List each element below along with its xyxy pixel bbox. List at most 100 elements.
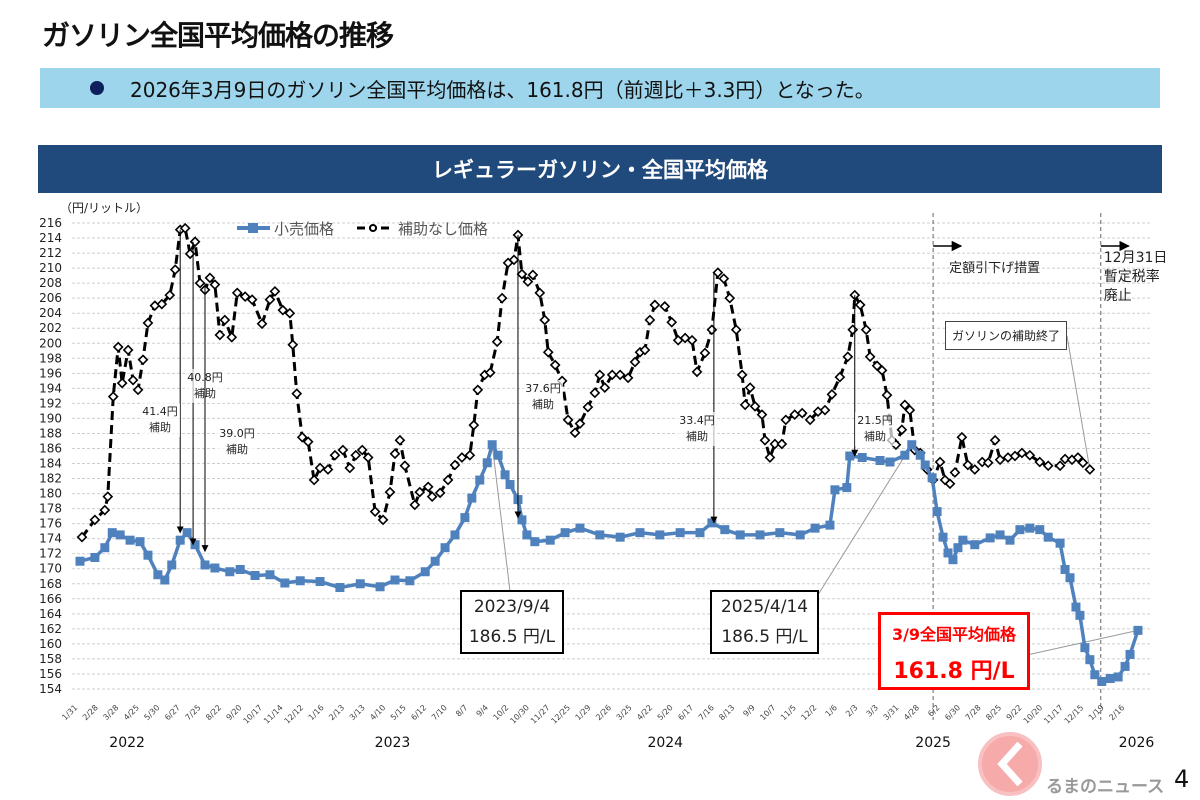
unsubsidized-point bbox=[291, 388, 303, 399]
unsubsidized-point bbox=[1016, 447, 1028, 459]
unsubsidized-point bbox=[522, 276, 534, 287]
unsubsidized-point bbox=[982, 457, 994, 469]
retail-point bbox=[755, 530, 765, 540]
unsubsidized-point bbox=[686, 334, 698, 346]
unsubsidized-point bbox=[842, 351, 854, 363]
unsubsidized-point bbox=[472, 384, 484, 396]
retail-point bbox=[1043, 532, 1053, 542]
unsubsidized-point bbox=[409, 499, 421, 511]
unsubsidized-point bbox=[956, 431, 968, 443]
unsubsidized-point bbox=[314, 462, 326, 474]
unsubsidized-point bbox=[219, 314, 231, 326]
unsubsidized-point bbox=[574, 418, 586, 430]
unsubsidized-point bbox=[527, 269, 539, 281]
x-tick-label: 3/25 bbox=[615, 703, 634, 722]
x-tick-label: 11/5 bbox=[779, 703, 798, 722]
retail-point bbox=[845, 451, 855, 461]
x-tick-label: 4/10 bbox=[368, 703, 387, 722]
y-tick-label: 200 bbox=[39, 336, 62, 350]
x-tick-label: 5/20 bbox=[656, 703, 675, 722]
unsubsidized-point bbox=[99, 504, 111, 516]
retail-point bbox=[1125, 649, 1135, 659]
retail-point bbox=[615, 532, 625, 542]
y-tick-label: 174 bbox=[39, 532, 62, 546]
retail-point bbox=[938, 532, 948, 542]
unsubsidized-point bbox=[362, 452, 374, 463]
legend-retail-label: 小売価格 bbox=[274, 220, 334, 238]
unsubsidized-point bbox=[769, 438, 781, 450]
retail-point bbox=[295, 576, 305, 586]
period-label: 廃止 bbox=[1104, 287, 1132, 304]
x-tick-label: 7/16 bbox=[697, 703, 716, 722]
y-tick-label: 212 bbox=[39, 246, 62, 260]
unsubsidized-point bbox=[491, 336, 503, 348]
legend-retail-marker bbox=[248, 223, 258, 233]
x-tick-label: 12/25 bbox=[549, 703, 572, 726]
retail-point bbox=[522, 530, 532, 540]
retail-point bbox=[375, 582, 385, 592]
watermark-chevron-icon bbox=[997, 741, 1023, 787]
y-tick-label: 206 bbox=[39, 291, 62, 305]
retail-point bbox=[390, 575, 400, 585]
x-tick-label: 4/25 bbox=[122, 703, 141, 722]
x-tick-label: 8/25 bbox=[984, 703, 1003, 722]
retail-point bbox=[153, 570, 163, 580]
unsubsidized-point bbox=[112, 341, 124, 353]
unsubsidized-point bbox=[756, 409, 768, 421]
retail-point bbox=[885, 457, 895, 467]
unsubsidized-point bbox=[377, 514, 389, 526]
retail-point bbox=[857, 452, 867, 462]
subsidy-label-bg bbox=[523, 380, 563, 414]
retail-point bbox=[695, 528, 705, 538]
retail-point bbox=[825, 520, 835, 530]
unsubsidized-point bbox=[239, 291, 251, 303]
subsidy-amount-label: 21.5円 bbox=[857, 414, 893, 427]
unsubsidized-point bbox=[287, 339, 299, 351]
period-label: 12月31日 bbox=[1104, 250, 1168, 266]
x-tick-label: 2/26 bbox=[594, 703, 613, 722]
unsubsidized-point bbox=[804, 414, 816, 426]
unsubsidized-point bbox=[184, 248, 196, 260]
retail-point bbox=[482, 458, 492, 468]
x-tick-label: 3/13 bbox=[348, 703, 367, 722]
unsubsidized-point bbox=[142, 317, 154, 329]
unsubsidized-point bbox=[204, 272, 216, 284]
unsubsidized-point bbox=[137, 354, 149, 366]
x-tick-label: 6/2 bbox=[926, 703, 941, 718]
x-tick-label: 11/27 bbox=[529, 703, 552, 726]
unsubsidized-point bbox=[508, 254, 520, 266]
retail-point bbox=[900, 450, 910, 460]
unsubsidized-point bbox=[389, 448, 401, 460]
unsubsidized-point bbox=[534, 287, 546, 299]
unsubsidized-point bbox=[1002, 452, 1014, 463]
x-tick-label: 3/28 bbox=[101, 703, 120, 722]
unsubsidized-point bbox=[934, 456, 946, 468]
unsubsidized-point bbox=[329, 449, 341, 461]
y-tick-label: 192 bbox=[39, 396, 62, 410]
x-tick-label: 4/28 bbox=[902, 703, 921, 722]
unsubsidized-point bbox=[622, 372, 634, 384]
unsubsidized-point bbox=[599, 382, 611, 393]
y-tick-label: 196 bbox=[39, 366, 62, 380]
unsubsidized-point bbox=[744, 382, 756, 393]
retail-point bbox=[943, 548, 953, 558]
x-tick-label: 5/15 bbox=[389, 703, 408, 722]
x-tick-label: 11/14 bbox=[262, 703, 285, 726]
y-tick-label: 208 bbox=[39, 276, 62, 290]
retail-point bbox=[560, 528, 570, 538]
x-tick-label: 7/28 bbox=[964, 703, 983, 722]
y-tick-label: 198 bbox=[39, 351, 62, 365]
unsubsidized-point bbox=[749, 401, 761, 412]
x-tick-label: 10/30 bbox=[508, 703, 531, 726]
unsubsidized-point bbox=[649, 299, 661, 311]
unsubsidized-point bbox=[1024, 449, 1036, 461]
unsubsidized-point bbox=[881, 389, 893, 401]
x-tick-label: 12/2 bbox=[799, 703, 818, 722]
x-tick-label: 1/31 bbox=[60, 703, 79, 722]
retail-point bbox=[1025, 523, 1035, 533]
unsubsidized-point bbox=[736, 369, 748, 381]
unsubsidized-point bbox=[194, 277, 206, 289]
unsubsidized-point bbox=[739, 399, 751, 411]
year-label: 2022 bbox=[109, 735, 145, 751]
